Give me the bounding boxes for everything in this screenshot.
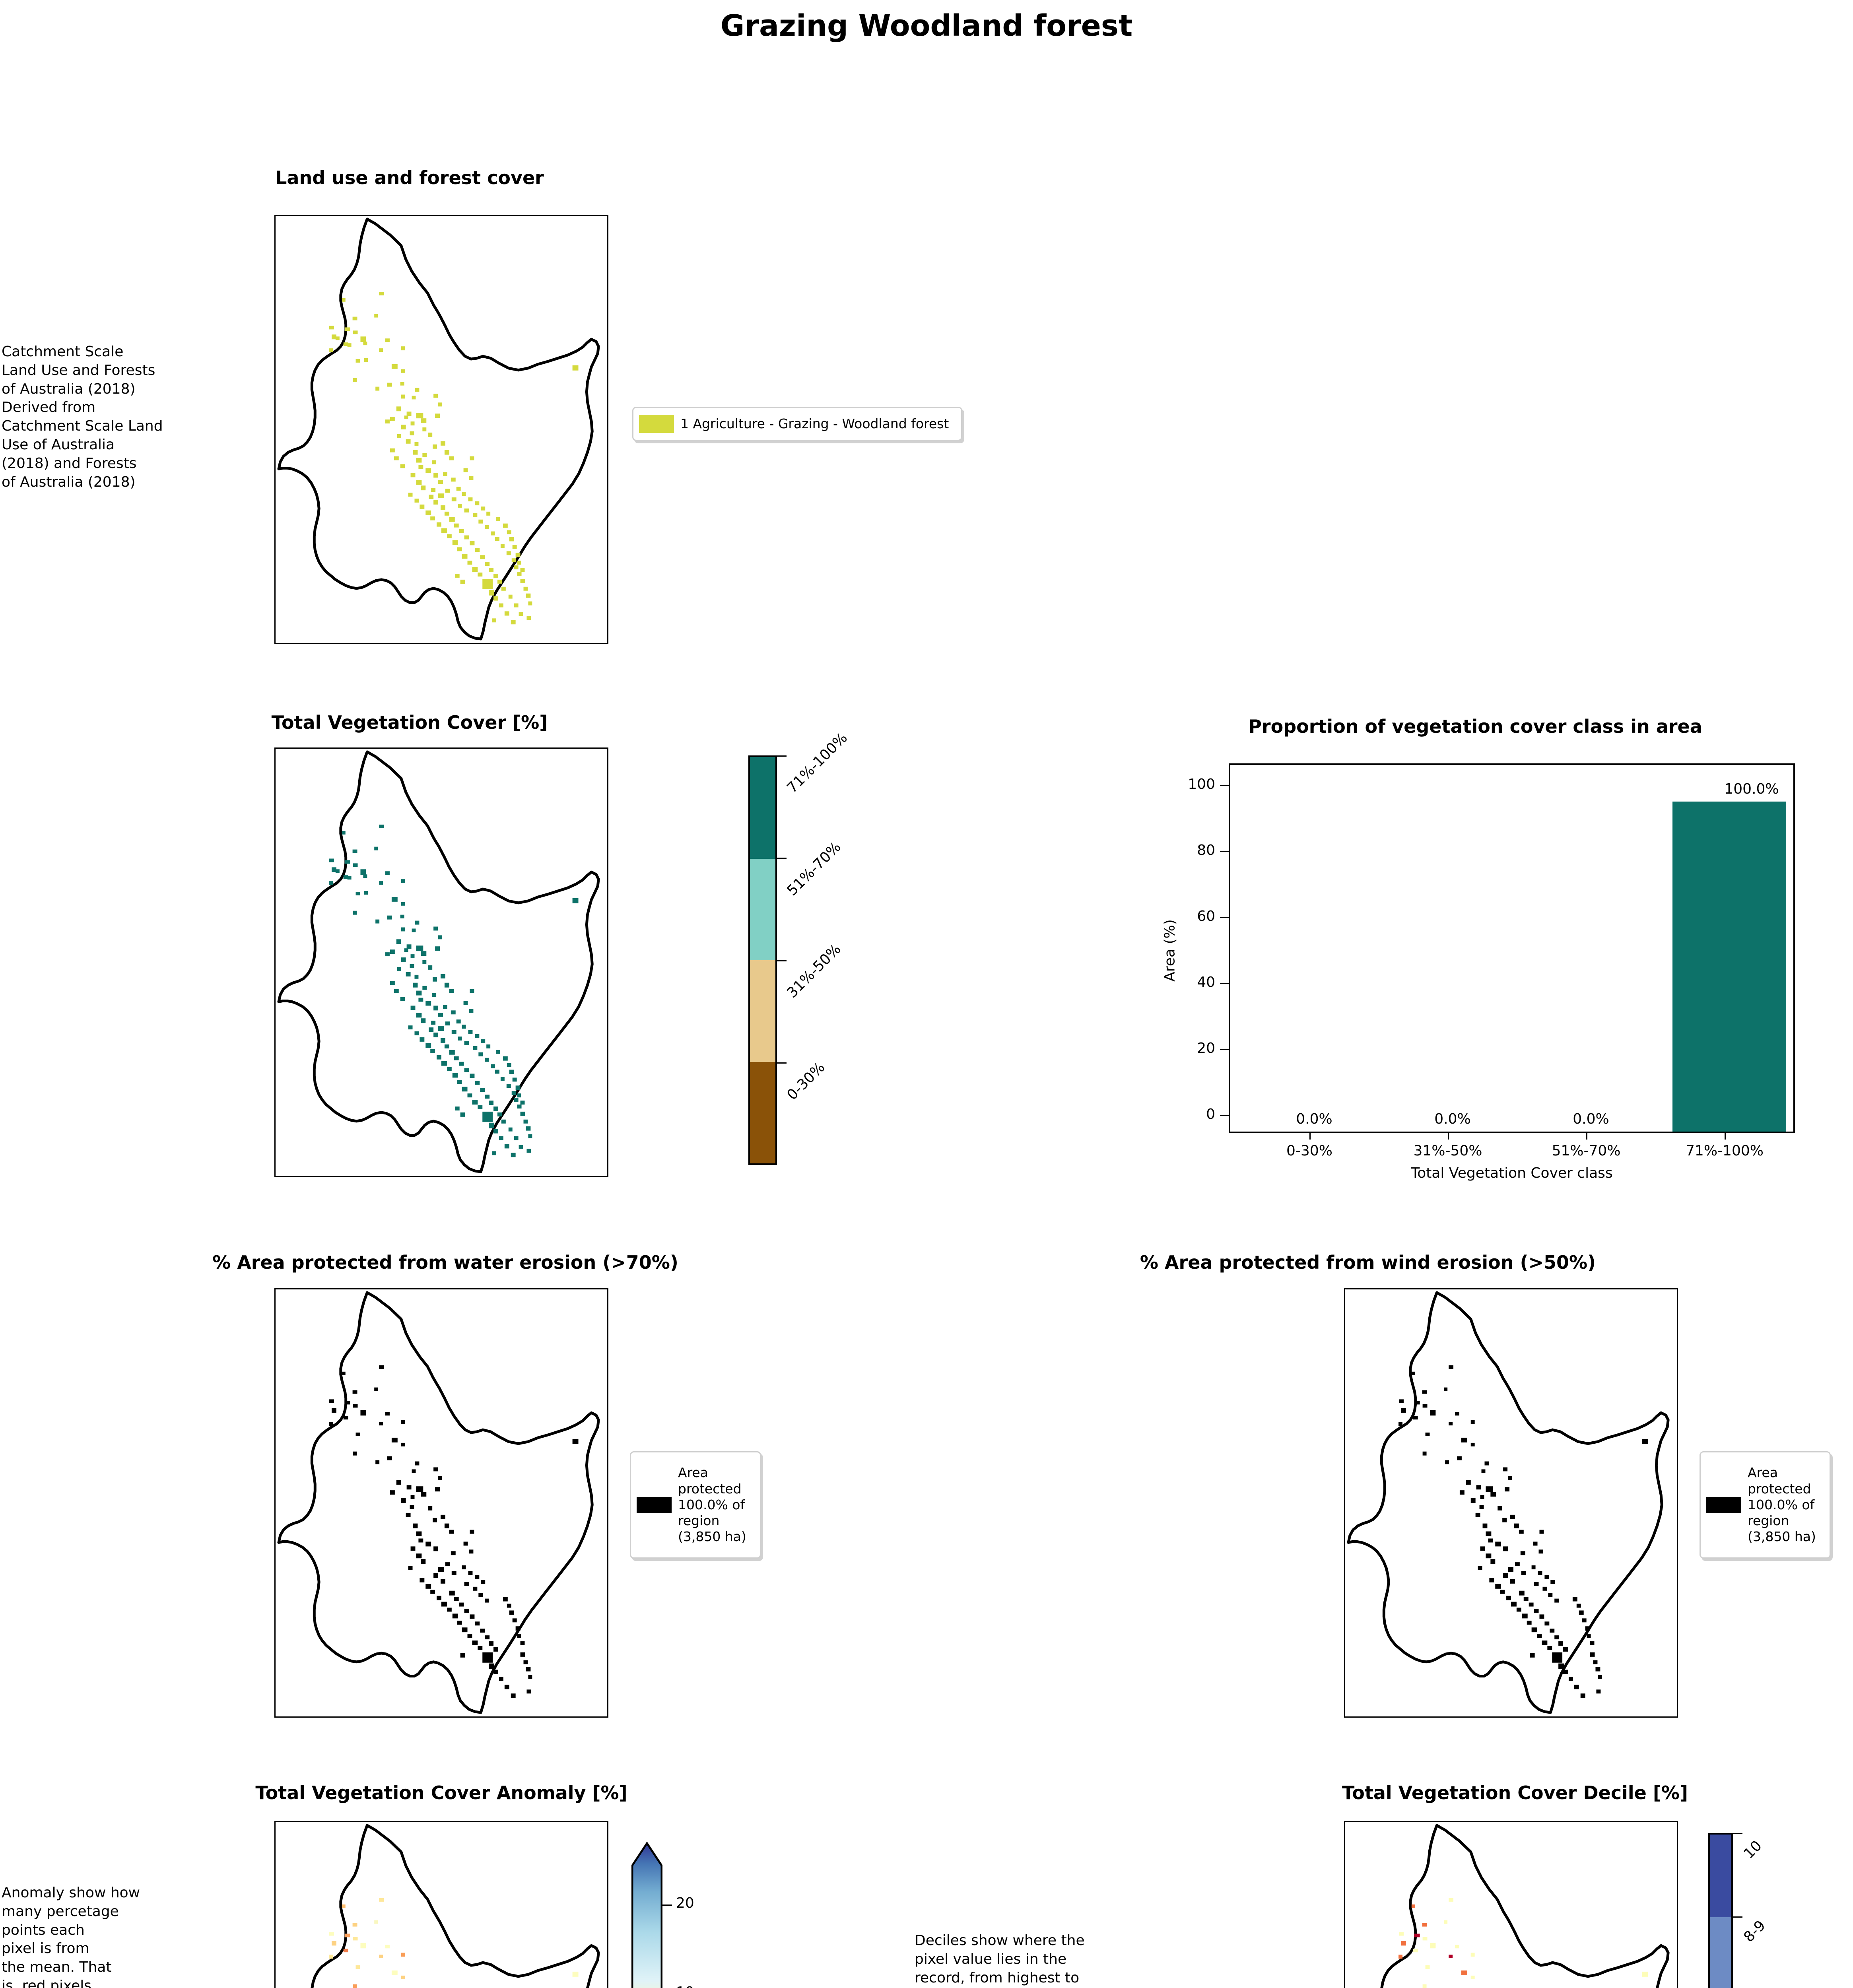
chart-ylabel: Area (%) <box>1162 919 1178 982</box>
y-tick-label-20: 20 <box>1197 1040 1215 1056</box>
chart-axis-left <box>1229 763 1230 1133</box>
panel-title-decile: Total Vegetation Cover Decile [%] <box>1342 1782 1688 1804</box>
land-use-map <box>274 215 608 644</box>
y-tick-label-60: 60 <box>1197 908 1215 924</box>
veg-cover-map <box>274 747 608 1177</box>
colorbar-tick <box>777 960 787 961</box>
decile-seg-8-9 <box>1710 1917 1731 1988</box>
colorbar-tick <box>777 1062 787 1064</box>
panel-title-wind-erosion: % Area protected from wind erosion (>50%… <box>1140 1252 1596 1273</box>
chart-axis-right <box>1793 763 1795 1133</box>
chart-axis-bottom <box>1229 1132 1795 1133</box>
chart-title: Proportion of vegetation cover class in … <box>1248 716 1702 737</box>
decile-tick <box>1733 1916 1742 1918</box>
land-use-legend-label: 1 Agriculture - Grazing - Woodland fores… <box>680 415 949 431</box>
chart-axis-top <box>1229 763 1795 765</box>
colorbar-label-31-50: 31%-50% <box>784 941 844 1001</box>
x-tick <box>1309 1132 1311 1140</box>
y-tick <box>1220 917 1229 918</box>
land-use-source-note: Catchment Scale Land Use and Forests of … <box>2 344 163 490</box>
water-erosion-pixels <box>329 1365 579 1698</box>
x-tick-label-71-100: 71%-100% <box>1686 1143 1764 1159</box>
bar-value-71-100: 100.0% <box>1724 781 1779 797</box>
y-tick-label-100: 100 <box>1188 776 1215 792</box>
wind-erosion-legend-swatch <box>1706 1497 1741 1513</box>
wind-erosion-legend-label: Area protected 100.0% of region (3,850 h… <box>1748 1465 1816 1545</box>
chart-xlabel: Total Vegetation Cover class <box>1411 1165 1613 1181</box>
x-tick-label-0-30: 0-30% <box>1286 1143 1332 1159</box>
anomaly-colorbar-svg <box>631 1841 663 1988</box>
panel-title-veg-cover: Total Vegetation Cover [%] <box>271 712 548 733</box>
wind-erosion-pixels <box>1398 1365 1648 1698</box>
decile-label-10: 10 <box>1740 1837 1765 1862</box>
y-tick <box>1220 983 1229 984</box>
veg-cover-pixels <box>329 824 579 1157</box>
decile-tick <box>1733 1833 1742 1834</box>
map-outline-wind-erosion <box>1347 1291 1670 1714</box>
panel-title-anomaly: Total Vegetation Cover Anomaly [%] <box>255 1782 627 1804</box>
map-outline-anomaly <box>311 1824 600 1988</box>
decile-pixels <box>1398 1898 1648 1988</box>
decile-seg-10 <box>1710 1835 1731 1918</box>
y-tick <box>1220 1115 1229 1116</box>
colorbar-seg-0-30 <box>750 1062 775 1163</box>
x-tick <box>1586 1132 1587 1140</box>
colorbar-label-71-100: 71%-100% <box>784 730 851 796</box>
bar-value-0-30: 0.0% <box>1296 1111 1332 1127</box>
bar-chart: 0 20 40 60 80 100 Area (%) 0.0% 0.0% 0.0… <box>1153 763 1805 1181</box>
y-tick <box>1220 1049 1229 1050</box>
y-tick-label-0: 0 <box>1206 1106 1215 1122</box>
water-erosion-legend-label: Area protected 100.0% of region (3,850 h… <box>678 1465 746 1545</box>
colorbar-seg-71-100 <box>750 757 775 859</box>
colorbar-tick <box>777 858 787 859</box>
colorbar-tick <box>777 755 787 757</box>
map-outline-decile <box>1380 1824 1670 1988</box>
bar-value-31-50: 0.0% <box>1434 1111 1471 1127</box>
anomaly-tick-label-20: 20 <box>676 1895 694 1911</box>
bar-value-51-70: 0.0% <box>1573 1111 1609 1127</box>
map-outline-land-use <box>277 217 600 641</box>
y-tick-label-40: 40 <box>1197 974 1215 990</box>
decile-map <box>1344 1821 1678 1988</box>
water-erosion-legend: Area protected 100.0% of region (3,850 h… <box>630 1451 761 1559</box>
y-tick <box>1220 851 1229 852</box>
anomaly-map <box>274 1821 608 1988</box>
y-tick-label-80: 80 <box>1197 842 1215 858</box>
map-outline-veg-cover <box>277 750 600 1173</box>
wind-erosion-legend: Area protected 100.0% of region (3,850 h… <box>1700 1451 1831 1559</box>
anomaly-pixels <box>329 1898 579 1988</box>
anomaly-colorbar <box>631 1841 663 1988</box>
x-tick-label-31-50: 31%-50% <box>1413 1143 1482 1159</box>
land-use-pixels <box>329 291 579 625</box>
anomaly-tick <box>662 1905 672 1906</box>
decile-label-8-9: 8-9 <box>1740 1917 1769 1945</box>
colorbar-label-0-30: 0-30% <box>784 1059 828 1103</box>
page-title: Grazing Woodland forest <box>720 9 1133 43</box>
veg-cover-colorbar <box>748 755 777 1165</box>
colorbar-label-51-70: 51%-70% <box>784 839 844 899</box>
bar-71-100 <box>1672 802 1786 1132</box>
land-use-legend-swatch <box>639 415 674 433</box>
anomaly-tick-label-10: 10 <box>676 1984 694 1988</box>
decile-explanation-note: Deciles show where the pixel value lies … <box>915 1932 1085 1986</box>
colorbar-seg-31-50 <box>750 960 775 1062</box>
anomaly-explanation-note: Anomaly show how many percetage points e… <box>2 1885 140 1988</box>
water-erosion-map <box>274 1288 608 1718</box>
water-erosion-legend-swatch <box>637 1497 672 1513</box>
wind-erosion-map <box>1344 1288 1678 1718</box>
colorbar-seg-51-70 <box>750 858 775 960</box>
x-tick-label-51-70: 51%-70% <box>1552 1143 1621 1159</box>
map-outline-water-erosion <box>277 1291 600 1714</box>
y-tick <box>1220 785 1229 786</box>
land-use-legend: 1 Agriculture - Grazing - Woodland fores… <box>632 407 962 441</box>
panel-title-water-erosion: % Area protected from water erosion (>70… <box>212 1252 678 1273</box>
panel-title-land-use: Land use and forest cover <box>275 167 544 188</box>
x-tick <box>1725 1132 1726 1140</box>
decile-colorbar <box>1708 1833 1733 1988</box>
x-tick <box>1448 1132 1449 1140</box>
